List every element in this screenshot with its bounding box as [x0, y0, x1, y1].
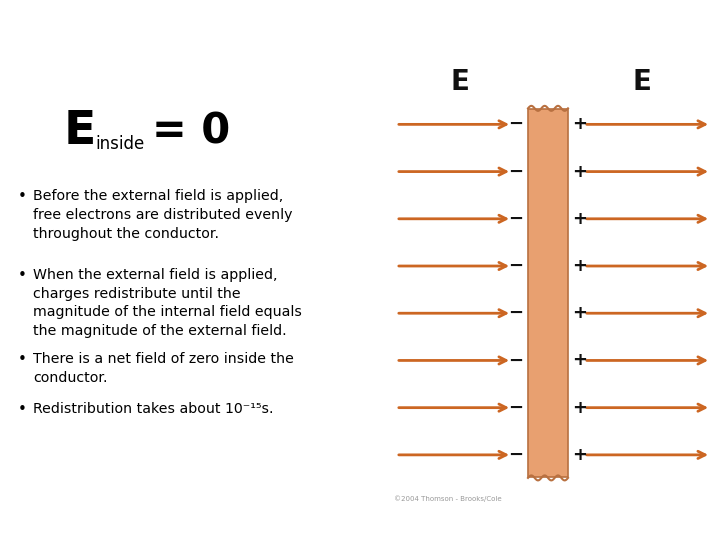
Text: •: • [18, 402, 27, 417]
Text: +: + [572, 304, 588, 322]
Text: ©2004 Thomson - Brooks/Cole: ©2004 Thomson - Brooks/Cole [394, 495, 502, 502]
Text: −: − [508, 257, 523, 275]
Text: +: + [572, 210, 588, 228]
Text: E: E [451, 69, 469, 96]
Text: +: + [572, 399, 588, 417]
Text: +: + [572, 446, 588, 464]
Text: +: + [572, 257, 588, 275]
Text: •: • [18, 352, 27, 367]
Text: •: • [18, 268, 27, 282]
Text: inside: inside [95, 136, 144, 153]
Text: When the external field is applied,
charges redistribute until the
magnitude of : When the external field is applied, char… [33, 268, 302, 339]
Text: +: + [572, 116, 588, 133]
Text: +: + [572, 163, 588, 180]
Text: – Justifications: – Justifications [400, 38, 509, 53]
Text: −: − [508, 210, 523, 228]
Text: Ch 24.4 – Conductors (cont.): Ch 24.4 – Conductors (cont.) [9, 36, 342, 56]
Text: = 0: = 0 [152, 110, 230, 152]
Text: Redistribution takes about 10⁻¹⁵s.: Redistribution takes about 10⁻¹⁵s. [33, 402, 274, 416]
Text: $\mathbf{E}$: $\mathbf{E}$ [63, 109, 94, 154]
Text: −: − [508, 399, 523, 417]
Text: Before the external field is applied,
free electrons are distributed evenly
thro: Before the external field is applied, fr… [33, 190, 292, 241]
Text: −: − [508, 446, 523, 464]
Text: −: − [508, 116, 523, 133]
Text: E: E [632, 69, 651, 96]
Text: There is a net field of zero inside the
conductor.: There is a net field of zero inside the … [33, 352, 294, 384]
Bar [528, 109, 568, 477]
Text: −: − [508, 352, 523, 369]
Text: +: + [572, 352, 588, 369]
Text: •: • [18, 190, 27, 205]
Text: −: − [508, 304, 523, 322]
Text: −: − [508, 163, 523, 180]
